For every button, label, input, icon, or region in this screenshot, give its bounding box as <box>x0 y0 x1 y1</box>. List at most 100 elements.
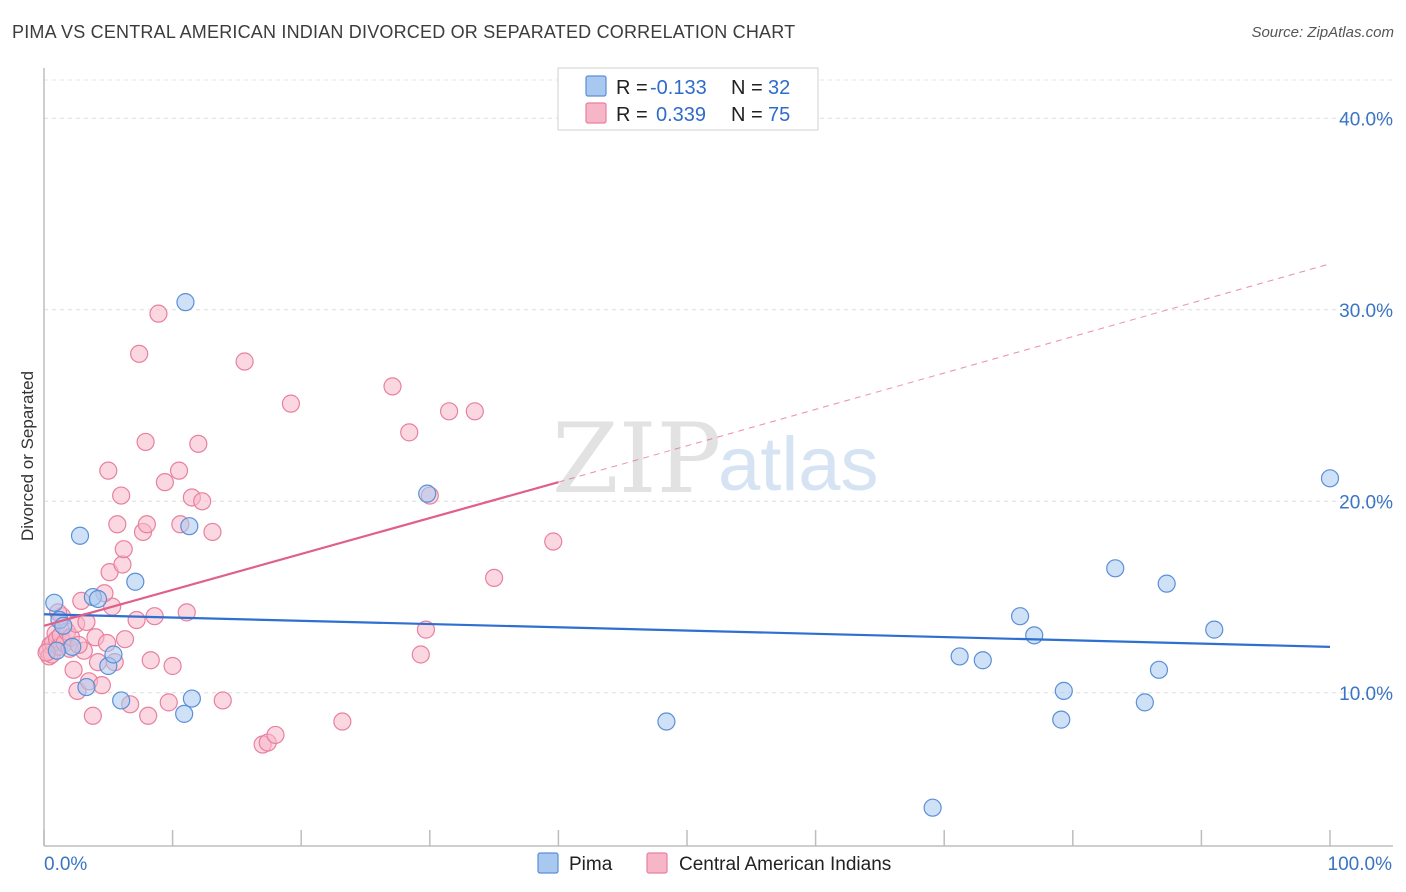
y-axis-label: Divorced or Separated <box>18 371 37 541</box>
data-point <box>108 515 127 534</box>
data-point <box>45 593 64 612</box>
data-point <box>1010 607 1030 626</box>
data-point <box>155 473 174 492</box>
data-point <box>114 540 133 559</box>
y-tick-label: 30.0% <box>1339 301 1393 322</box>
data-point <box>1157 574 1176 593</box>
data-point <box>1320 469 1340 488</box>
series-central-american-points <box>37 304 563 754</box>
data-point <box>169 461 189 480</box>
legend-r-label-central: R = <box>616 104 648 126</box>
data-point <box>657 712 676 731</box>
series-pima-points <box>45 293 1340 817</box>
trend-line-central-extension <box>558 263 1331 483</box>
data-point <box>104 645 123 664</box>
x-tick-label-max: 100.0% <box>1328 854 1393 875</box>
data-point <box>180 517 199 536</box>
data-point <box>1205 620 1224 639</box>
trend-line-central <box>43 481 559 627</box>
bottom-legend: Pima Central American Indians <box>537 852 891 875</box>
data-point <box>950 647 969 666</box>
data-point <box>203 522 222 542</box>
data-point <box>47 641 66 660</box>
stats-legend: R = -0.133 N = 32 R = 0.339 N = 75 <box>557 67 819 131</box>
data-point <box>149 304 168 323</box>
trend-line-pima <box>43 613 1331 648</box>
data-point <box>63 637 82 656</box>
data-point <box>923 798 942 817</box>
chart-title: PIMA VS CENTRAL AMERICAN INDIAN DIVORCED… <box>12 22 796 42</box>
axes <box>43 68 1393 847</box>
data-point <box>137 515 156 534</box>
data-point <box>973 651 992 670</box>
data-point <box>1135 693 1154 712</box>
legend-n-value-central: 75 <box>768 104 790 126</box>
legend-n-label-pima: N = <box>731 77 763 99</box>
data-point <box>1025 626 1044 645</box>
data-point <box>175 704 194 723</box>
data-point <box>1149 660 1169 679</box>
legend-r-value-central: 0.339 <box>656 104 706 126</box>
data-point <box>163 656 182 676</box>
data-point <box>113 555 132 574</box>
data-point <box>159 693 178 712</box>
data-point <box>411 645 430 664</box>
data-point <box>439 402 459 421</box>
data-point <box>1052 710 1071 729</box>
data-point <box>400 423 419 442</box>
data-point <box>383 377 402 396</box>
data-point <box>83 706 102 725</box>
legend-n-label-central: N = <box>731 104 763 126</box>
legend-swatch-central <box>585 102 607 124</box>
data-point <box>136 432 155 452</box>
data-point <box>182 689 201 708</box>
data-point <box>64 660 83 679</box>
legend-swatch-pima <box>585 75 607 97</box>
x-tick-marks <box>43 830 1331 846</box>
data-point <box>130 344 149 363</box>
y-tick-label: 10.0% <box>1339 684 1393 705</box>
watermark: ZIP atlas <box>552 403 879 515</box>
legend-r-label-pima: R = <box>616 77 648 99</box>
data-point <box>544 532 563 551</box>
data-point <box>112 691 131 710</box>
legend-r-value-pima: -0.133 <box>650 77 707 99</box>
watermark-atlas: atlas <box>718 422 879 507</box>
data-point <box>266 725 285 745</box>
y-tick-labels: 10.0% 20.0% 30.0% 40.0% <box>1339 109 1393 705</box>
bottom-legend-label-central: Central American Indians <box>679 854 891 875</box>
trend-lines <box>43 263 1331 648</box>
data-point <box>485 568 504 588</box>
data-point <box>235 352 254 371</box>
data-point <box>213 691 232 710</box>
data-point <box>189 434 208 453</box>
data-point <box>416 620 436 639</box>
data-point <box>418 484 437 503</box>
data-point <box>465 402 484 421</box>
data-point <box>1106 559 1125 578</box>
data-point <box>176 293 195 312</box>
data-point <box>70 526 90 545</box>
data-point <box>177 603 196 622</box>
data-point <box>141 651 160 670</box>
data-point <box>99 461 118 480</box>
data-point <box>281 394 301 413</box>
data-point <box>333 712 352 731</box>
data-point <box>112 486 131 505</box>
y-tick-label: 20.0% <box>1339 492 1393 513</box>
grid <box>44 79 1393 694</box>
data-point <box>115 630 135 649</box>
legend-n-value-pima: 32 <box>768 77 790 99</box>
bottom-legend-swatch-pima <box>537 852 559 874</box>
bottom-legend-swatch-central <box>646 852 668 874</box>
data-point <box>88 589 108 609</box>
data-point <box>127 610 146 630</box>
data-point <box>77 677 96 697</box>
data-point <box>139 706 158 725</box>
watermark-zip: ZIP <box>552 403 721 515</box>
data-point <box>92 676 111 695</box>
data-point <box>1054 681 1073 700</box>
y-tick-label: 40.0% <box>1339 109 1393 130</box>
x-tick-label-min: 0.0% <box>44 854 87 875</box>
